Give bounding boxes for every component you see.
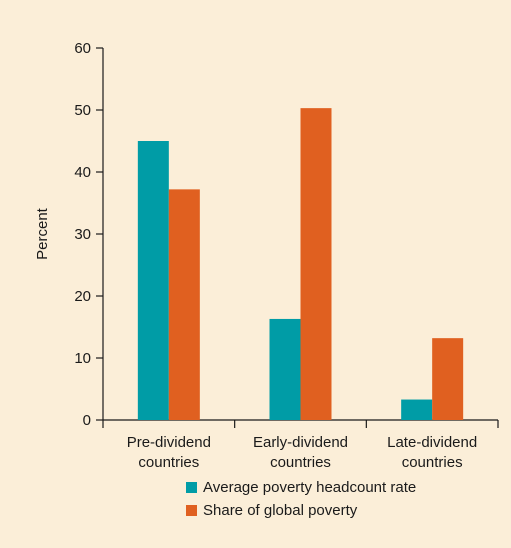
legend-swatch [186, 505, 197, 516]
y-tick-label: 30 [74, 226, 91, 243]
x-category-label: Early-dividend countries [253, 434, 348, 471]
x-category-label: Late-dividend countries [387, 434, 477, 471]
legend-swatch [186, 482, 197, 493]
chart-legend: Average poverty headcount rate Share of g… [186, 479, 416, 519]
y-tick-label: 20 [74, 288, 91, 305]
bar-headcount-rate [269, 318, 301, 420]
bar-share-global-poverty [168, 189, 200, 420]
y-tick-label: 10 [74, 350, 91, 367]
bar-share-global-poverty [432, 338, 464, 420]
chart-bars [137, 108, 464, 420]
bar-headcount-rate [137, 141, 169, 420]
y-tick-label: 50 [74, 102, 91, 119]
y-axis-label: Percent [34, 207, 51, 260]
y-tick-label: 60 [74, 40, 91, 57]
chart-labels: 0 10 20 30 40 50 60 Percent Pre-dividend countrie… [34, 40, 477, 471]
legend-label: Average poverty headcount rate [203, 479, 416, 496]
legend-label: Share of global poverty [203, 502, 358, 519]
x-category-label: Pre-dividend countries [127, 434, 211, 471]
bar-share-global-poverty [300, 108, 332, 420]
y-tick-label: 0 [83, 412, 91, 429]
y-tick-label: 40 [74, 164, 91, 181]
bar-headcount-rate [401, 399, 433, 420]
